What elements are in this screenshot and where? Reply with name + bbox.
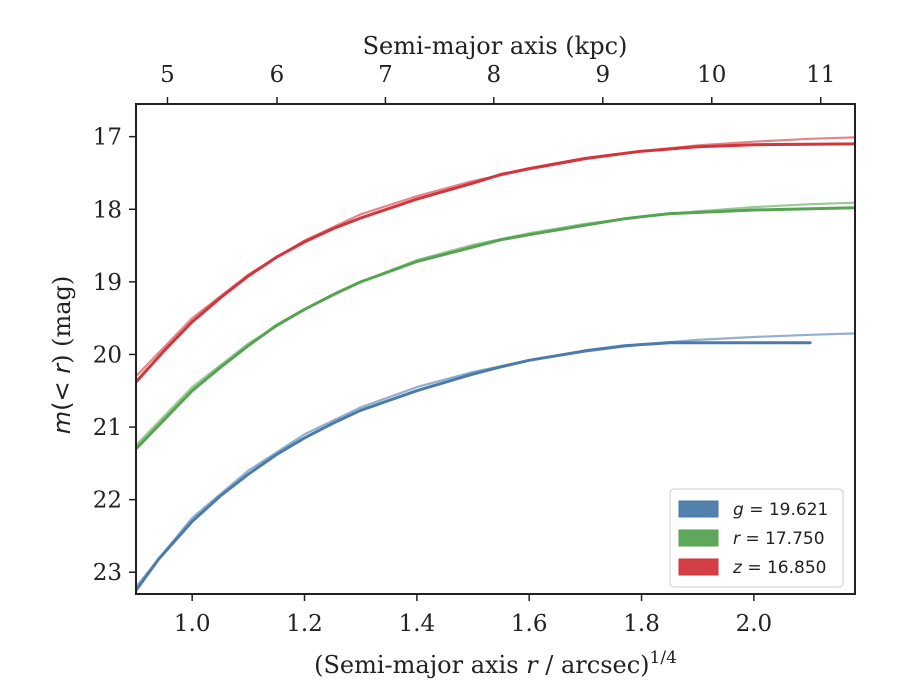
top-x-tick-label: 5 xyxy=(160,62,175,88)
axes: 1.0 1.2 1.4 1.6 1.8 2.0 5 6 7 8 9 10 11 17 18 19 20 21 22 2… xyxy=(48,32,856,679)
x-tick-label: 2.0 xyxy=(736,611,773,637)
series-group xyxy=(136,136,855,592)
y-tick-label: 22 xyxy=(93,488,122,514)
top-x-tick-label: 7 xyxy=(378,62,393,88)
axes-frame xyxy=(135,103,856,595)
y-tick-label: 20 xyxy=(93,342,122,368)
y-axis-title: m(< r) (mag) xyxy=(48,276,76,435)
x-tick-label: 1.4 xyxy=(399,611,436,637)
legend-swatch-z xyxy=(678,558,719,576)
profile-line-g xyxy=(136,341,812,592)
legend-swatch-g xyxy=(678,500,719,518)
y-tick-label: 21 xyxy=(93,415,122,441)
y-tick-label: 23 xyxy=(93,560,122,586)
y-tick-label: 17 xyxy=(93,125,122,151)
legend-label-r: r = 17.750 xyxy=(733,529,825,549)
legend: g = 19.621 r = 17.750 z = 16.850 xyxy=(669,488,844,588)
legend-label-g: g = 19.621 xyxy=(733,500,828,520)
x-axis-title: (Semi-major axis r / arcsec)1/4 xyxy=(314,648,677,679)
x-tick-label: 1.0 xyxy=(174,611,211,637)
profile-line-r xyxy=(136,206,855,451)
x-tick-label: 1.2 xyxy=(286,611,323,637)
y-tick-label: 19 xyxy=(93,270,122,296)
x-tick-label: 1.6 xyxy=(511,611,548,637)
top-x-tick-label: 6 xyxy=(270,62,285,88)
top-x-tick-label: 8 xyxy=(486,62,501,88)
legend-label-z: z = 16.850 xyxy=(732,558,826,578)
x-tick-label: 1.8 xyxy=(623,611,660,637)
plot-area xyxy=(136,136,855,592)
top-x-tick-label: 10 xyxy=(697,62,726,88)
top-x-axis-title: Semi-major axis (kpc) xyxy=(363,32,628,60)
profile-line-z xyxy=(136,142,855,384)
legend-swatch-r xyxy=(678,529,719,547)
model-line-z xyxy=(136,136,855,377)
y-tick-label: 18 xyxy=(93,197,122,223)
top-x-tick-label: 11 xyxy=(806,62,835,88)
model-line-r xyxy=(136,201,855,446)
top-x-tick-label: 9 xyxy=(595,62,610,88)
